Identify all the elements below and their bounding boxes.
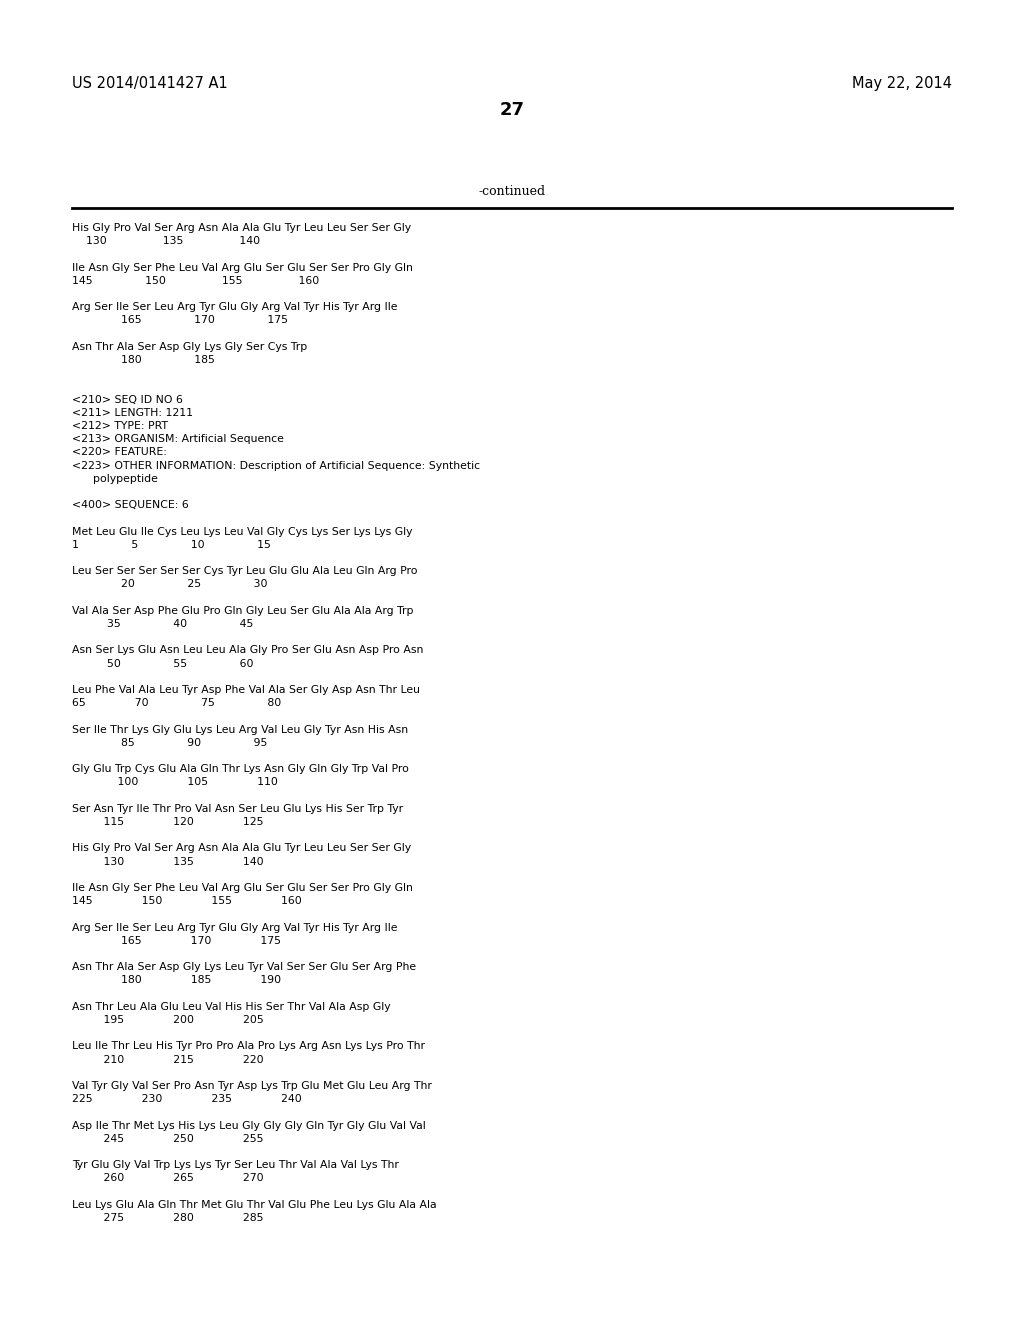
Text: US 2014/0141427 A1: US 2014/0141427 A1 — [72, 77, 227, 91]
Text: Val Tyr Gly Val Ser Pro Asn Tyr Asp Lys Trp Glu Met Glu Leu Arg Thr: Val Tyr Gly Val Ser Pro Asn Tyr Asp Lys … — [72, 1081, 432, 1092]
Text: 145               150                155                160: 145 150 155 160 — [72, 276, 319, 286]
Text: 100              105              110: 100 105 110 — [72, 777, 278, 788]
Text: -continued: -continued — [478, 185, 546, 198]
Text: Ser Ile Thr Lys Gly Glu Lys Leu Arg Val Leu Gly Tyr Asn His Asn: Ser Ile Thr Lys Gly Glu Lys Leu Arg Val … — [72, 725, 409, 735]
Text: <220> FEATURE:: <220> FEATURE: — [72, 447, 167, 458]
Text: Ser Asn Tyr Ile Thr Pro Val Asn Ser Leu Glu Lys His Ser Trp Tyr: Ser Asn Tyr Ile Thr Pro Val Asn Ser Leu … — [72, 804, 403, 814]
Text: Asn Thr Ala Ser Asp Gly Lys Gly Ser Cys Trp: Asn Thr Ala Ser Asp Gly Lys Gly Ser Cys … — [72, 342, 307, 352]
Text: 165              170              175: 165 170 175 — [72, 936, 281, 946]
Text: Asn Ser Lys Glu Asn Leu Leu Ala Gly Pro Ser Glu Asn Asp Pro Asn: Asn Ser Lys Glu Asn Leu Leu Ala Gly Pro … — [72, 645, 423, 656]
Text: Leu Lys Glu Ala Gln Thr Met Glu Thr Val Glu Phe Leu Lys Glu Ala Ala: Leu Lys Glu Ala Gln Thr Met Glu Thr Val … — [72, 1200, 436, 1210]
Text: 85               90               95: 85 90 95 — [72, 738, 267, 748]
Text: 165               170               175: 165 170 175 — [72, 315, 288, 326]
Text: 130              135              140: 130 135 140 — [72, 857, 263, 867]
Text: Ile Asn Gly Ser Phe Leu Val Arg Glu Ser Glu Ser Ser Pro Gly Gln: Ile Asn Gly Ser Phe Leu Val Arg Glu Ser … — [72, 263, 413, 273]
Text: <213> ORGANISM: Artificial Sequence: <213> ORGANISM: Artificial Sequence — [72, 434, 284, 445]
Text: 115              120              125: 115 120 125 — [72, 817, 263, 828]
Text: Asn Thr Ala Ser Asp Gly Lys Leu Tyr Val Ser Ser Glu Ser Arg Phe: Asn Thr Ala Ser Asp Gly Lys Leu Tyr Val … — [72, 962, 416, 973]
Text: 225              230              235              240: 225 230 235 240 — [72, 1094, 302, 1105]
Text: Ile Asn Gly Ser Phe Leu Val Arg Glu Ser Glu Ser Ser Pro Gly Gln: Ile Asn Gly Ser Phe Leu Val Arg Glu Ser … — [72, 883, 413, 894]
Text: 275              280              285: 275 280 285 — [72, 1213, 263, 1224]
Text: Gly Glu Trp Cys Glu Ala Gln Thr Lys Asn Gly Gln Gly Trp Val Pro: Gly Glu Trp Cys Glu Ala Gln Thr Lys Asn … — [72, 764, 409, 775]
Text: 180              185              190: 180 185 190 — [72, 975, 282, 986]
Text: Arg Ser Ile Ser Leu Arg Tyr Glu Gly Arg Val Tyr His Tyr Arg Ile: Arg Ser Ile Ser Leu Arg Tyr Glu Gly Arg … — [72, 302, 397, 313]
Text: <223> OTHER INFORMATION: Description of Artificial Sequence: Synthetic: <223> OTHER INFORMATION: Description of … — [72, 461, 480, 471]
Text: Asp Ile Thr Met Lys His Lys Leu Gly Gly Gly Gln Tyr Gly Glu Val Val: Asp Ile Thr Met Lys His Lys Leu Gly Gly … — [72, 1121, 426, 1131]
Text: 27: 27 — [500, 102, 524, 119]
Text: <212> TYPE: PRT: <212> TYPE: PRT — [72, 421, 168, 432]
Text: Arg Ser Ile Ser Leu Arg Tyr Glu Gly Arg Val Tyr His Tyr Arg Ile: Arg Ser Ile Ser Leu Arg Tyr Glu Gly Arg … — [72, 923, 397, 933]
Text: Leu Ser Ser Ser Ser Ser Cys Tyr Leu Glu Glu Ala Leu Gln Arg Pro: Leu Ser Ser Ser Ser Ser Cys Tyr Leu Glu … — [72, 566, 418, 577]
Text: 65              70               75               80: 65 70 75 80 — [72, 698, 282, 709]
Text: 130                135                140: 130 135 140 — [72, 236, 260, 247]
Text: <210> SEQ ID NO 6: <210> SEQ ID NO 6 — [72, 395, 183, 405]
Text: Tyr Glu Gly Val Trp Lys Lys Tyr Ser Leu Thr Val Ala Val Lys Thr: Tyr Glu Gly Val Trp Lys Lys Tyr Ser Leu … — [72, 1160, 399, 1171]
Text: 35               40               45: 35 40 45 — [72, 619, 253, 630]
Text: Leu Ile Thr Leu His Tyr Pro Pro Ala Pro Lys Arg Asn Lys Lys Pro Thr: Leu Ile Thr Leu His Tyr Pro Pro Ala Pro … — [72, 1041, 425, 1052]
Text: polypeptide: polypeptide — [72, 474, 158, 484]
Text: Leu Phe Val Ala Leu Tyr Asp Phe Val Ala Ser Gly Asp Asn Thr Leu: Leu Phe Val Ala Leu Tyr Asp Phe Val Ala … — [72, 685, 420, 696]
Text: 1               5               10               15: 1 5 10 15 — [72, 540, 271, 550]
Text: 50               55               60: 50 55 60 — [72, 659, 254, 669]
Text: Val Ala Ser Asp Phe Glu Pro Gln Gly Leu Ser Glu Ala Ala Arg Trp: Val Ala Ser Asp Phe Glu Pro Gln Gly Leu … — [72, 606, 414, 616]
Text: 245              250              255: 245 250 255 — [72, 1134, 263, 1144]
Text: 20               25               30: 20 25 30 — [72, 579, 267, 590]
Text: His Gly Pro Val Ser Arg Asn Ala Ala Glu Tyr Leu Leu Ser Ser Gly: His Gly Pro Val Ser Arg Asn Ala Ala Glu … — [72, 843, 411, 854]
Text: His Gly Pro Val Ser Arg Asn Ala Ala Glu Tyr Leu Leu Ser Ser Gly: His Gly Pro Val Ser Arg Asn Ala Ala Glu … — [72, 223, 411, 234]
Text: May 22, 2014: May 22, 2014 — [852, 77, 952, 91]
Text: <400> SEQUENCE: 6: <400> SEQUENCE: 6 — [72, 500, 188, 511]
Text: 195              200              205: 195 200 205 — [72, 1015, 264, 1026]
Text: 145              150              155              160: 145 150 155 160 — [72, 896, 302, 907]
Text: 260              265              270: 260 265 270 — [72, 1173, 263, 1184]
Text: Asn Thr Leu Ala Glu Leu Val His His Ser Thr Val Ala Asp Gly: Asn Thr Leu Ala Glu Leu Val His His Ser … — [72, 1002, 390, 1012]
Text: 210              215              220: 210 215 220 — [72, 1055, 263, 1065]
Text: 180               185: 180 185 — [72, 355, 215, 366]
Text: <211> LENGTH: 1211: <211> LENGTH: 1211 — [72, 408, 193, 418]
Text: Met Leu Glu Ile Cys Leu Lys Leu Val Gly Cys Lys Ser Lys Lys Gly: Met Leu Glu Ile Cys Leu Lys Leu Val Gly … — [72, 527, 413, 537]
